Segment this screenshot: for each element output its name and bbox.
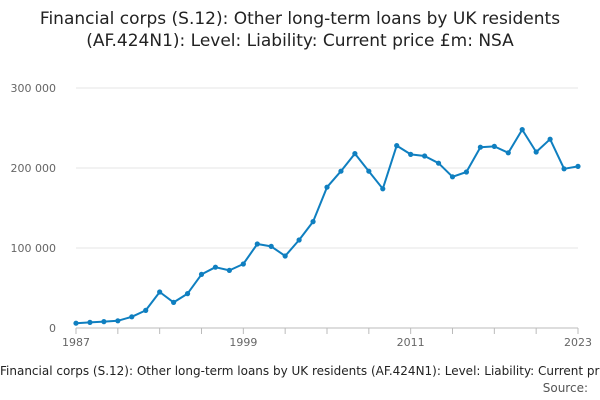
- data-point: [73, 320, 79, 326]
- data-point: [268, 243, 274, 249]
- x-tick-label: 1999: [229, 336, 257, 349]
- series-line: [75, 128, 579, 325]
- data-point: [115, 318, 121, 324]
- data-point: [338, 168, 344, 174]
- x-tick-label: 2023: [564, 336, 592, 349]
- axes: 0 100 000 200 000 300 000 1987 1999 2011 2023: [11, 82, 593, 349]
- data-point: [240, 261, 246, 267]
- data-point: [143, 307, 149, 313]
- data-point: [157, 289, 163, 295]
- data-point: [435, 160, 442, 166]
- y-tick-label: 300 000: [11, 82, 57, 95]
- data-point: [533, 149, 539, 155]
- data-point: [547, 136, 553, 142]
- data-point: [171, 299, 177, 305]
- y-tick-label: 100 000: [11, 242, 57, 255]
- x-tick-label: 2011: [397, 336, 425, 349]
- data-point: [394, 143, 400, 149]
- series-legend: Financial corps (S.12): Other long-term …: [0, 364, 600, 378]
- chart-title: Financial corps (S.12): Other long-term …: [39, 9, 561, 51]
- y-tick-label: 0: [49, 322, 56, 335]
- data-point: [101, 319, 107, 325]
- data-point: [519, 127, 525, 133]
- data-point: [575, 163, 581, 169]
- data-point: [491, 143, 497, 149]
- data-point: [310, 219, 316, 225]
- data-point: [129, 314, 135, 320]
- series-layer: [73, 127, 581, 326]
- data-point: [254, 241, 260, 247]
- data-point: [352, 151, 358, 157]
- data-point: [422, 153, 428, 159]
- data-point: [561, 166, 567, 172]
- data-point: [366, 168, 372, 174]
- data-point: [449, 174, 456, 180]
- data-point: [463, 169, 470, 175]
- gridlines: [76, 87, 578, 329]
- data-point: [282, 253, 288, 259]
- x-tick-label: 1987: [62, 336, 90, 349]
- data-point: [505, 150, 511, 156]
- data-point: [87, 319, 93, 325]
- data-point: [184, 291, 191, 297]
- data-point: [408, 151, 414, 157]
- data-point: [477, 144, 483, 150]
- data-point: [380, 186, 386, 192]
- source-label: Source:: [542, 381, 588, 395]
- data-point: [226, 267, 232, 273]
- legend-series-name: Financial corps (S.12): Other long-term …: [0, 364, 600, 378]
- data-point: [212, 264, 219, 270]
- data-point: [198, 271, 205, 277]
- data-point: [324, 184, 330, 190]
- data-point: [296, 237, 302, 243]
- y-tick-label: 200 000: [11, 162, 57, 175]
